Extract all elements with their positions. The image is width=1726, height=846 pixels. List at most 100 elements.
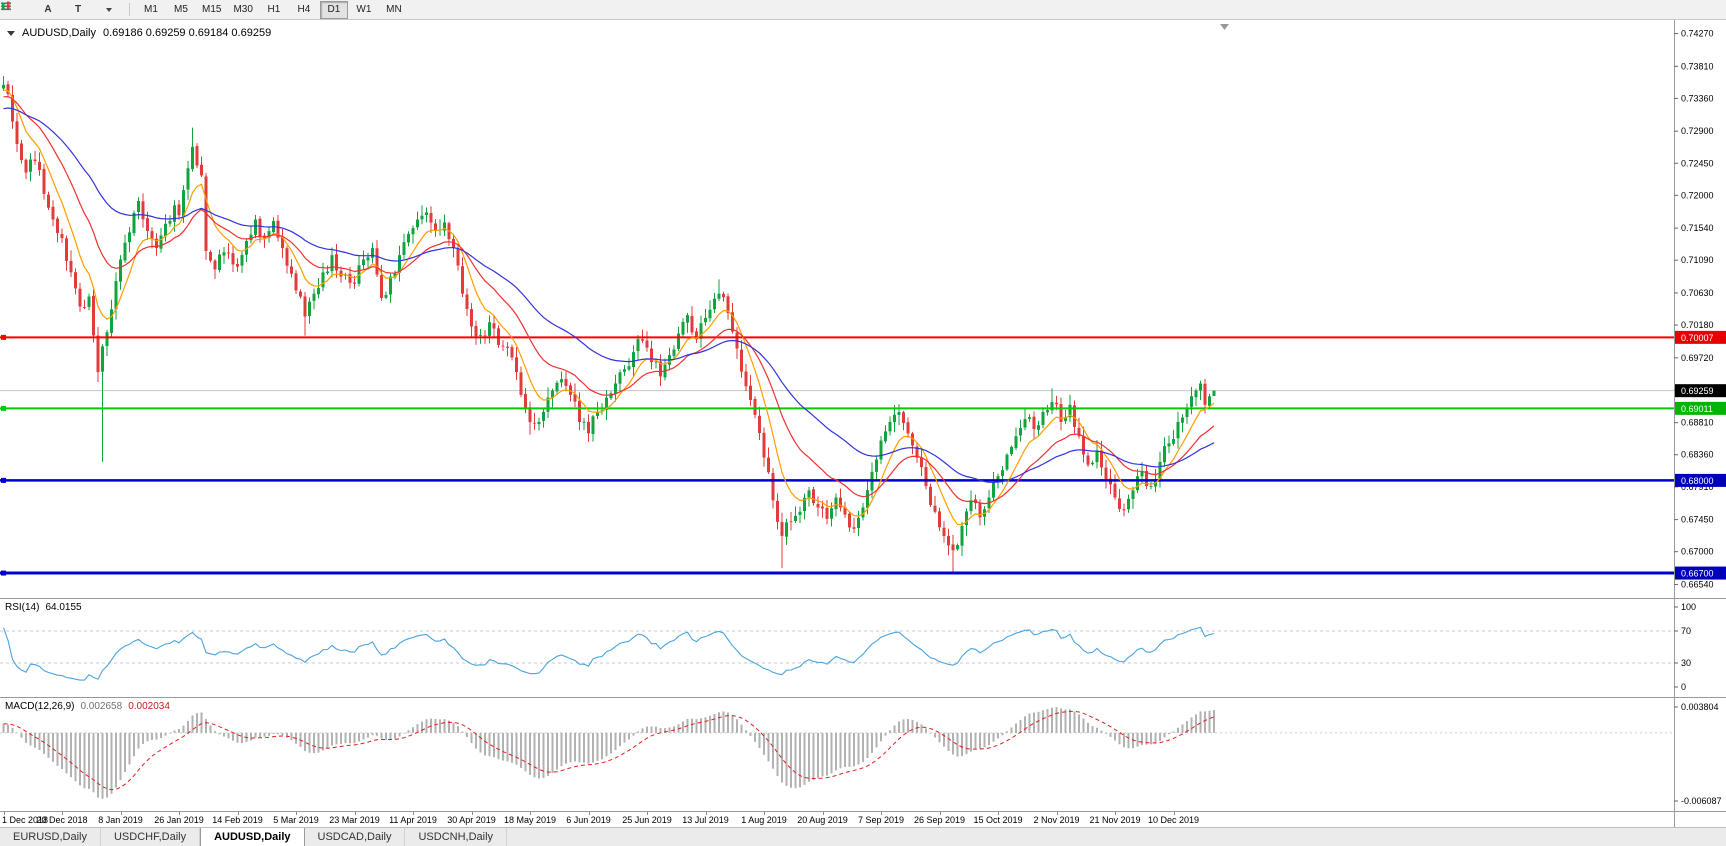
date-axis-label: 26 Sep 2019 [913, 815, 966, 825]
macd-axis-label: 0.003804 [1681, 702, 1719, 712]
timeframe-d1-button[interactable]: D1 [319, 0, 348, 19]
date-tick [413, 812, 414, 815]
svg-text:0.66700: 0.66700 [1681, 569, 1714, 579]
tab-audusd-daily[interactable]: AUDUSD,Daily [200, 828, 305, 846]
date-tick [822, 812, 824, 815]
line-anchor-marker[interactable] [1, 477, 6, 483]
price-axis-label: 0.67000 [1681, 547, 1714, 557]
price-axis-label: 0.70630 [1681, 288, 1714, 298]
title-tool-button[interactable]: T [64, 1, 92, 19]
price-axis-label: 0.73810 [1681, 61, 1714, 71]
tab-usdchf-daily[interactable]: USDCHF,Daily [101, 828, 201, 846]
timeframe-m15-button[interactable]: M15 [202, 4, 222, 15]
date-axis-label: 1 Aug 2019 [741, 815, 787, 825]
time-axis[interactable]: 1 Dec 2018 20 Dec 2018 8 Jan 2019 26 Jan 20… [0, 811, 1726, 827]
date-tick [647, 812, 648, 815]
tool-label: T [74, 4, 82, 15]
moving-average-8-line [3, 89, 1215, 526]
date-axis-label: 20 Dec 2018 [36, 815, 88, 825]
price-badge: 0.69011 [1675, 401, 1726, 415]
date-axis-label: 15 Oct 2019 [973, 815, 1023, 825]
date-axis-label: 2 Nov 2019 [1033, 815, 1080, 825]
date-tick [120, 812, 122, 815]
rsi-axis-label: 70 [1681, 626, 1691, 636]
date-tick [296, 812, 297, 815]
svg-text:0.68000: 0.68000 [1681, 476, 1714, 486]
date-tick [588, 812, 590, 815]
date-tick [471, 812, 473, 815]
chart-symbol-label: AUDUSD,Daily [22, 27, 96, 39]
timeframe-m5-button[interactable]: M5 [174, 4, 188, 15]
candles [2, 75, 1216, 573]
date-tick [1173, 812, 1175, 815]
date-tick [1056, 812, 1058, 815]
price-axis-label: 0.70180 [1681, 320, 1714, 330]
chart-shift-marker[interactable] [1220, 24, 1229, 30]
macd-histogram [2, 707, 1215, 799]
indicator-icon [2, 1, 10, 10]
price-badge: 0.69259 [1675, 384, 1726, 398]
date-axis-label: 8 Jan 2019 [98, 815, 143, 825]
tab-usdcad-daily[interactable]: USDCAD,Daily [305, 828, 406, 846]
lines-icon [1, 2, 11, 11]
chart-list-button[interactable] [1, 1, 32, 19]
one-click-trading-toggle[interactable] [7, 30, 15, 36]
date-axis-label: 14 Feb 2019 [212, 815, 263, 825]
tool-label: A [44, 4, 52, 15]
timeframe-w1-button[interactable]: W1 [356, 4, 372, 15]
line-anchor-marker[interactable] [1, 405, 6, 411]
rsi-title: RSI(14) 64.0155 [5, 602, 82, 613]
svg-text:0.69259: 0.69259 [1681, 386, 1714, 396]
price-axis-label: 0.68810 [1681, 418, 1714, 428]
svg-text:0.70007: 0.70007 [1681, 333, 1714, 343]
rsi-name: RSI(14) [5, 602, 40, 613]
price-chart-panel: 0.74270 0.73810 0.73360 0.72900 0.72450 0.720… [0, 20, 1726, 598]
date-axis-label: 6 Jun 2019 [566, 815, 611, 825]
toolbar-separator [129, 3, 130, 16]
macd-signal-line [3, 710, 1215, 791]
text-tool-button[interactable]: A [34, 1, 62, 19]
date-axis-label: 1 Dec 2018 [2, 815, 49, 825]
indicators-button[interactable] [2, 1, 122, 19]
line-anchor-marker[interactable] [1, 570, 6, 576]
price-badge: 0.68000 [1675, 473, 1726, 487]
price-axis-label: 0.72450 [1681, 158, 1714, 168]
price-axis-label: 0.66540 [1681, 579, 1714, 589]
date-axis-label: 10 Dec 2019 [1147, 815, 1200, 825]
tab-usdcnh-daily[interactable]: USDCNH,Daily [405, 828, 508, 846]
chart-ohlc-values: 0.69186 0.69259 0.69184 0.69259 [102, 27, 272, 39]
timeframe-h1-button[interactable]: H1 [267, 4, 281, 15]
price-axis-label: 0.67450 [1681, 515, 1714, 525]
macd-name: MACD(12,26,9) [5, 701, 75, 712]
date-tick [998, 812, 999, 815]
date-tick [939, 812, 941, 815]
macd-title: MACD(12,26,9) 0.002658 0.002034 [5, 701, 170, 712]
date-tick [3, 812, 5, 815]
date-tick [530, 812, 531, 815]
timeframe-mn-button[interactable]: MN [386, 4, 402, 15]
date-axis-label: 26 Jan 2019 [154, 815, 204, 825]
date-tick [237, 812, 239, 815]
date-axis-label: 7 Sep 2019 [857, 815, 905, 825]
rsi-indicator-panel: 100 70 30 0 RSI(14) 64.0155 [0, 598, 1726, 697]
price-axis-label: 0.72000 [1681, 190, 1714, 200]
rsi-canvas: 100 70 30 0 [0, 599, 1696, 697]
tab-eurusd-daily[interactable]: EURUSD,Daily [0, 828, 101, 846]
date-tick [705, 812, 707, 815]
date-axis-label: 23 Mar 2019 [329, 815, 380, 825]
chart-tab-bar: EURUSD,Daily USDCHF,Daily AUDUSD,Daily USDC… [0, 827, 1726, 846]
timeframe-m1-button[interactable]: M1 [144, 4, 158, 15]
price-axis-label: 0.71540 [1681, 223, 1714, 233]
price-chart-canvas: 0.74270 0.73810 0.73360 0.72900 0.72450 0.720… [0, 20, 1726, 598]
price-badge: 0.70007 [1675, 330, 1726, 344]
rsi-axis-label: 30 [1681, 658, 1691, 668]
price-axis-label: 0.68360 [1681, 450, 1714, 460]
date-axis-label: 18 May 2019 [503, 815, 557, 825]
timeframe-h4-button[interactable]: H4 [297, 4, 311, 15]
timeframe-m30-button[interactable]: M30 [233, 4, 253, 15]
line-anchor-marker[interactable] [1, 334, 6, 340]
date-tick [1115, 812, 1116, 815]
date-axis-label: 21 Nov 2019 [1089, 815, 1141, 825]
price-axis-label: 0.73360 [1681, 93, 1714, 103]
chevron-down-icon [106, 7, 112, 12]
